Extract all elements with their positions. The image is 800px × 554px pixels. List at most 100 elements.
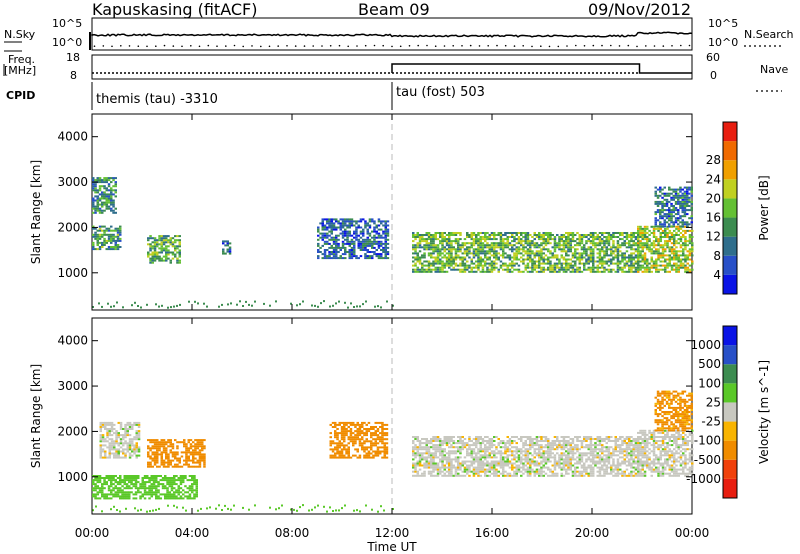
data-cell (459, 232, 462, 234)
data-cell (551, 246, 554, 249)
data-cell (98, 487, 102, 490)
data-cell (439, 470, 442, 473)
data-cell (115, 434, 118, 437)
data-cell (479, 448, 482, 451)
data-cell (427, 246, 431, 249)
data-cell (526, 438, 530, 440)
data-cell (101, 448, 105, 451)
data-cell (113, 454, 116, 457)
data-cell (222, 252, 225, 255)
data-cell (354, 434, 357, 437)
data-cell (666, 266, 669, 269)
data-cell (436, 466, 440, 469)
data-cell (504, 234, 507, 236)
data-cell (663, 186, 666, 189)
data-cell (565, 264, 568, 267)
data-cell (184, 495, 187, 498)
data-cell (169, 451, 172, 454)
data-cell (131, 450, 134, 453)
data-cell (423, 260, 426, 263)
data-cell (334, 423, 337, 426)
data-cell (524, 236, 527, 238)
data-cell (463, 244, 467, 247)
data-cell (364, 240, 367, 243)
data-cell (414, 238, 417, 241)
data-cell (143, 485, 147, 488)
data-cell (141, 487, 144, 490)
data-cell (479, 244, 482, 247)
data-cell (173, 477, 176, 479)
data-cell (594, 270, 597, 273)
data-cell (643, 252, 647, 255)
data-cell (601, 270, 604, 273)
data-cell (92, 481, 95, 484)
data-cell (341, 246, 345, 249)
data-cell (364, 249, 367, 251)
data-cell (116, 229, 120, 232)
data-cell (319, 251, 322, 253)
data-cell (531, 270, 534, 273)
data-cell (357, 238, 360, 241)
data-cell (112, 203, 115, 206)
data-cell (349, 428, 353, 430)
data-cell (114, 185, 117, 188)
data-cell (131, 423, 134, 426)
data-cell (116, 227, 120, 230)
data-cell (173, 475, 176, 477)
data-cell (497, 270, 500, 273)
data-cell (484, 464, 487, 467)
data-cell (470, 266, 473, 269)
data-cell (421, 442, 424, 445)
data-cell (203, 459, 206, 462)
data-cell (587, 260, 590, 263)
data-cell (542, 262, 545, 265)
data-cell (436, 250, 440, 253)
data-cell (655, 248, 658, 251)
data-cell (562, 256, 566, 259)
data-cell (544, 444, 548, 447)
data-cell (176, 259, 179, 262)
data-cell (569, 266, 572, 269)
data-cell (195, 479, 198, 482)
data-cell (130, 487, 133, 490)
data-cell (113, 448, 116, 451)
data-cell (353, 242, 356, 245)
data-cell (526, 236, 530, 238)
data-cell (361, 448, 364, 451)
data-cell (113, 446, 116, 449)
data-cell (656, 202, 660, 205)
data-cell (94, 231, 97, 234)
data-cell (454, 256, 458, 259)
data-cell (344, 253, 347, 256)
data-cell (479, 460, 482, 463)
data-cell (470, 258, 473, 261)
nsearch-point (688, 44, 691, 47)
data-cell (679, 227, 683, 230)
data-cell (436, 468, 440, 471)
data-cell (423, 456, 426, 459)
nsearch-point (198, 45, 201, 48)
data-cell (461, 246, 464, 249)
data-cell (515, 246, 518, 249)
data-cell (526, 454, 530, 457)
data-cell (156, 255, 159, 258)
data-cell (173, 493, 176, 496)
data-cell (178, 235, 181, 238)
data-cell (194, 300, 196, 303)
data-cell (374, 305, 376, 308)
nsearch-point (347, 45, 350, 48)
data-cell (96, 497, 99, 500)
data-cell (160, 441, 163, 444)
data-cell (477, 460, 480, 463)
data-cell (110, 452, 114, 455)
data-cell (94, 179, 97, 182)
data-cell (659, 186, 662, 189)
data-cell (670, 238, 674, 241)
data-cell (481, 464, 485, 467)
data-cell (686, 225, 689, 228)
nsearch-point (566, 45, 568, 47)
data-cell (151, 465, 154, 468)
nsearch-point (557, 45, 560, 48)
data-cell (603, 232, 606, 234)
data-cell (668, 219, 671, 222)
